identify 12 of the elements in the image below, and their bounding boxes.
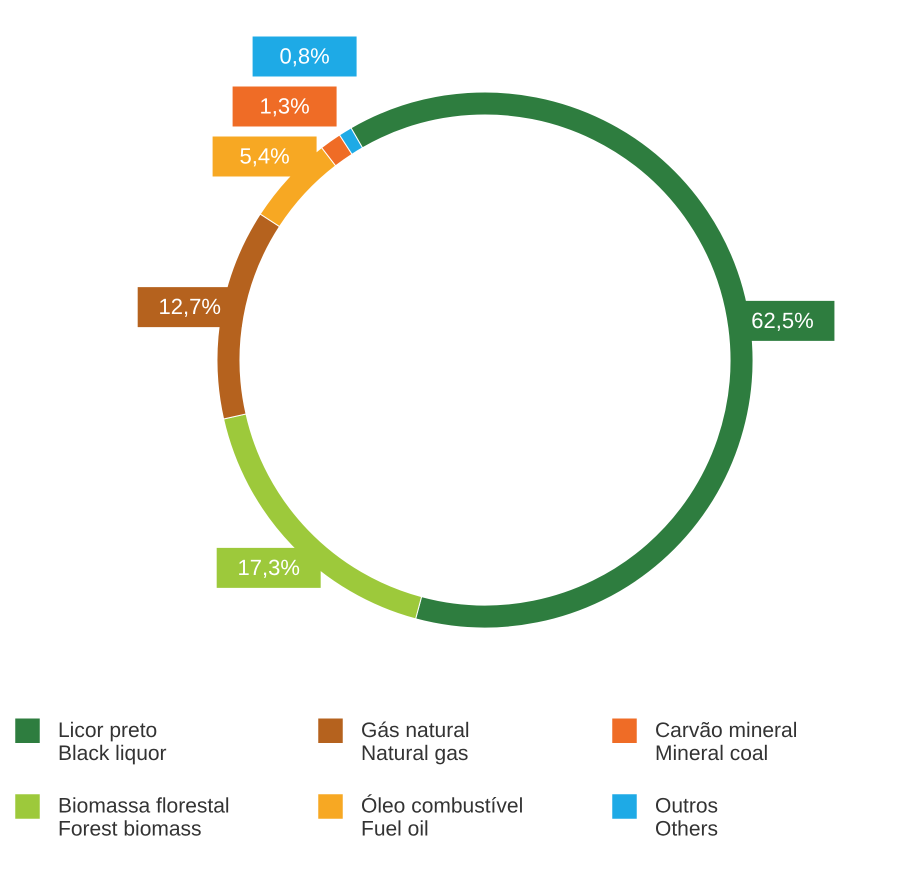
data-label: 1,3% xyxy=(260,93,310,118)
legend-label: Outros Others xyxy=(655,794,718,840)
data-label: 12,7% xyxy=(158,294,221,320)
data-label: 0,8% xyxy=(280,43,330,68)
legend-label: Biomassa florestal Forest biomass xyxy=(58,794,230,840)
data-label: 17,3% xyxy=(237,554,300,580)
legend-label: Gás natural Natural gas xyxy=(361,718,470,765)
legend-label: Óleo combustível Fuel oil xyxy=(361,794,524,840)
legend-label: Carvão mineral Mineral coal xyxy=(655,718,798,765)
legend-label: Licor preto Black liquor xyxy=(58,718,167,765)
data-label: 5,4% xyxy=(240,143,290,168)
data-label: 62,5% xyxy=(751,308,814,333)
